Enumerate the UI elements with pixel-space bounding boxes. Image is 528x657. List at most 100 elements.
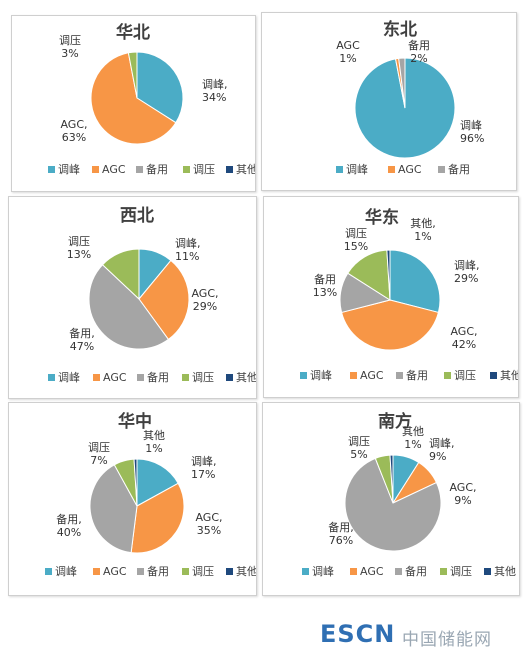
- legend-label-agc: AGC: [103, 371, 127, 384]
- legend-swatch-tiaoya: [444, 372, 451, 379]
- legend-label-tiaofeng: 调峰: [58, 371, 80, 384]
- chart-panel-dongbei: 东北 调峰 96% AGC 1% 备用 2% 调峰 AGC 备用: [261, 12, 517, 191]
- legend-label-beiyong: 备用: [406, 368, 428, 382]
- legend-swatch-qita: [226, 374, 233, 381]
- legend-swatch-agc: [388, 166, 395, 173]
- legend-swatch-tiaofeng: [336, 166, 343, 173]
- data-label-beiyong: 备用, 76%: [328, 520, 354, 547]
- legend-swatch-beiyong: [396, 372, 403, 379]
- data-label-beiyong: 备用 13%: [313, 272, 337, 299]
- legend-label-qita: 其他: [236, 163, 255, 176]
- legend-swatch-agc: [350, 372, 357, 379]
- legend-swatch-tiaoya: [440, 568, 447, 575]
- pie-slice-beiyong: [89, 464, 138, 554]
- legend-label-qita: 其他: [236, 371, 256, 384]
- data-label-agc: AGC, 63%: [60, 118, 87, 144]
- legend-label-beiyong: 备用: [147, 370, 169, 384]
- legend-swatch-beiyong: [137, 568, 144, 575]
- legend-label-qita: 其他: [236, 565, 256, 578]
- data-label-tiaofeng: 调峰, 34%: [202, 78, 228, 104]
- legend-label-agc: AGC: [360, 565, 384, 578]
- legend-swatch-tiaoya: [182, 374, 189, 381]
- chart-panel-huabei: 华北调峰, 34% AGC, 63% 调压 3% 调峰 AGC 备用 调压 其他: [11, 15, 256, 192]
- chart-title: 西北: [120, 206, 154, 226]
- legend-label-agc: AGC: [102, 163, 126, 176]
- legend-label-tiaofeng: 调峰: [58, 163, 80, 176]
- data-label-tiaoya: 调压 5%: [348, 435, 370, 461]
- data-label-agc: AGC, 35%: [195, 511, 222, 537]
- pie-slice-agc: [90, 52, 177, 145]
- watermark-brand: ESCN: [320, 620, 396, 648]
- legend-swatch-tiaoya: [183, 166, 190, 173]
- legend-swatch-tiaofeng: [302, 568, 309, 575]
- data-label-beiyong: 备用 2%: [408, 38, 430, 65]
- pie-slice-tiaofeng: [136, 458, 179, 507]
- legend-swatch-beiyong: [395, 568, 402, 575]
- legend-label-tiaoya: 调压: [450, 565, 472, 578]
- data-label-tiaoya: 调压 3%: [59, 34, 81, 60]
- chart-panel-xibei: 西北 调峰, 11% AGC, 29% 备用, 47% 调压 13% 调峰 AGC 备用 调压 其他: [8, 196, 257, 399]
- data-label-tiaofeng: 调峰, 11%: [175, 237, 201, 263]
- legend-swatch-beiyong: [137, 374, 144, 381]
- data-label-qita: 其他 1%: [143, 429, 165, 455]
- legend-label-agc: AGC: [398, 163, 422, 176]
- legend-swatch-qita: [226, 568, 233, 575]
- data-label-agc: AGC, 42%: [450, 325, 477, 351]
- legend-swatch-qita: [490, 372, 497, 379]
- pie-slice-beiyong: [344, 457, 442, 552]
- pie-slice-beiyong: [88, 264, 170, 350]
- legend-label-beiyong: 备用: [405, 564, 427, 578]
- legend-label-tiaofeng: 调峰: [312, 565, 334, 578]
- chart-title: 华东: [365, 207, 399, 228]
- data-label-agc: AGC, 9%: [449, 481, 476, 507]
- pie-slice-qita: [386, 249, 391, 301]
- legend-swatch-agc: [93, 568, 100, 575]
- chart-title: 华北: [116, 22, 150, 43]
- data-label-tiaofeng: 调峰, 9%: [429, 437, 455, 463]
- chart-panel-huadong: 华东 调峰, 29% AGC, 42% 备用 13% 调压 15% 其他, 1% 调峰 AGC 备用 调压 其…: [263, 196, 519, 398]
- chart-title: 东北: [383, 19, 417, 40]
- legend-label-tiaofeng: 调峰: [310, 369, 332, 382]
- pie-slice-tiaofeng: [389, 249, 441, 314]
- pie-slice-agc: [340, 299, 440, 351]
- data-label-tiaoya: 调压 13%: [67, 235, 91, 261]
- legend-label-qita: 其他: [500, 369, 518, 382]
- legend-swatch-beiyong: [438, 166, 445, 173]
- legend-swatch-agc: [93, 374, 100, 381]
- watermark-site: 中国储能网: [402, 630, 492, 650]
- legend-swatch-tiaofeng: [45, 568, 52, 575]
- chart-panel-huazhong: 华中 调峰, 17% AGC, 35% 备用, 40% 调压 7% 其他 1% 调峰 AGC 备用 调压 其他: [8, 402, 257, 596]
- legend-label-tiaoya: 调压: [454, 369, 476, 382]
- legend-swatch-qita: [484, 568, 491, 575]
- legend-swatch-agc: [92, 166, 99, 173]
- legend-label-tiaoya: 调压: [193, 163, 215, 176]
- pie-slice-tiaoya: [127, 51, 138, 99]
- chart-panel-nanfang: 南方 调峰, 9% AGC, 9% 备用, 76% 调压 5% 其他 1% 调峰 AGC 备用 调压 其他: [262, 402, 520, 596]
- legend-label-tiaoya: 调压: [192, 371, 214, 384]
- legend-swatch-tiaoya: [182, 568, 189, 575]
- data-label-tiaoya: 调压 15%: [344, 227, 368, 253]
- legend-swatch-beiyong: [136, 166, 143, 173]
- data-label-tiaofeng: 调峰, 29%: [454, 259, 480, 285]
- data-label-qita: 其他, 1%: [410, 217, 436, 243]
- legend-label-agc: AGC: [103, 565, 127, 578]
- legend-label-beiyong: 备用: [146, 162, 168, 176]
- pie-slice-qita: [389, 454, 394, 504]
- legend-label-tiaoya: 调压: [192, 565, 214, 578]
- legend-label-beiyong: 备用: [448, 162, 470, 176]
- pie-slice-agc: [130, 482, 185, 554]
- data-label-qita: 其他 1%: [402, 425, 424, 451]
- pie-slice-beiyong: [398, 57, 406, 109]
- chart-title: 南方: [378, 411, 412, 432]
- legend-swatch-agc: [350, 568, 357, 575]
- legend-label-qita: 其他: [494, 565, 516, 578]
- data-label-tiaofeng: 调峰 96%: [460, 119, 484, 145]
- legend-label-tiaofeng: 调峰: [55, 565, 77, 578]
- pie-slice-qita: [133, 458, 138, 507]
